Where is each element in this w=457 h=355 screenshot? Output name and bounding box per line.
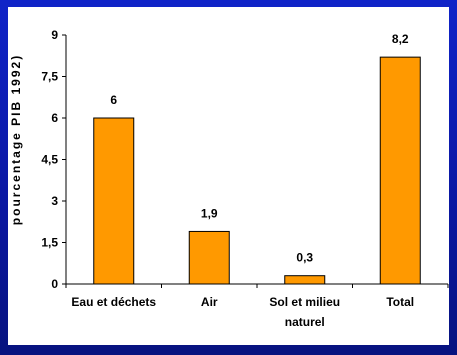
y-tick-label: 7,5 <box>41 70 58 84</box>
bars: 6 1,9 0,3 8,2 <box>93 32 421 285</box>
x-axis: Eau et déchets Air Sol et milieu naturel Tot… <box>65 283 449 329</box>
bar <box>188 230 230 285</box>
x-tick-label: Sol et milieu naturel <box>269 295 340 329</box>
data-label: 8,2 <box>392 32 409 46</box>
bar <box>93 117 135 285</box>
y-tick-label: 0 <box>51 277 58 291</box>
y-tick-label: 4,5 <box>41 153 58 167</box>
data-label: 1,9 <box>201 206 218 220</box>
data-label: 6 <box>110 93 117 107</box>
x-tick-label: Total <box>386 295 414 309</box>
bar <box>379 56 421 285</box>
chart-panel: 0 1,5 3 4,5 6 7,5 9 6 1,9 0,3 8,2 Eau et déchets A… <box>8 7 449 345</box>
y-axis-label: pourcentage PIB 1992) <box>9 54 23 225</box>
data-label: 0,3 <box>296 251 313 265</box>
y-tick-label: 1,5 <box>41 236 58 250</box>
y-tick-label: 6 <box>51 111 58 125</box>
bar <box>284 275 326 285</box>
bar-chart: 0 1,5 3 4,5 6 7,5 9 6 1,9 0,3 8,2 Eau et déchets A… <box>9 28 449 329</box>
x-tick-label: Eau et déchets <box>71 295 156 309</box>
y-tick-label: 3 <box>51 194 58 208</box>
y-axis: 0 1,5 3 4,5 6 7,5 9 <box>41 28 67 291</box>
x-tick-label: Air <box>201 295 218 309</box>
y-tick-label: 9 <box>51 28 58 42</box>
